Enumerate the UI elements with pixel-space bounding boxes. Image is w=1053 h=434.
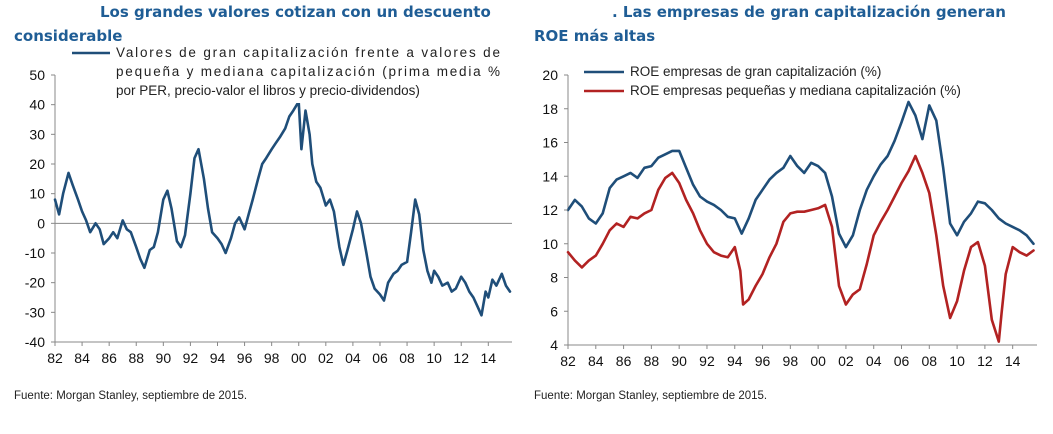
chart-title-line2: considerable <box>14 27 123 45</box>
y-tick-label: 30 <box>29 126 45 142</box>
x-tick-label: 92 <box>699 353 715 369</box>
source-note: Fuente: Morgan Stanley, septiembre de 20… <box>14 390 248 402</box>
chart-title-line2: ROE más altas <box>534 27 656 45</box>
x-tick-label: 08 <box>922 353 938 369</box>
y-tick-label: 8 <box>550 270 558 286</box>
y-tick-label: 40 <box>29 97 45 113</box>
y-tick-label: -20 <box>25 275 45 291</box>
legend-label: por PER, precio-valor el libros y precio… <box>116 83 420 98</box>
x-tick-label: 82 <box>560 353 576 369</box>
x-tick-label: 88 <box>644 353 660 369</box>
y-tick-label: 14 <box>542 168 558 184</box>
y-tick-label: 6 <box>550 303 558 319</box>
y-tick-label: -10 <box>25 245 45 261</box>
x-tick-label: 84 <box>588 353 604 369</box>
y-tick-label: 4 <box>550 337 558 353</box>
x-tick-label: 96 <box>237 350 253 366</box>
series-line-1 <box>53 100 512 317</box>
x-tick-label: 04 <box>345 350 361 366</box>
x-tick-label: 86 <box>101 350 117 366</box>
legend-label: Valores de gran capitalización frente a … <box>116 45 500 60</box>
chart-frame <box>567 75 1037 346</box>
y-tick-label: 12 <box>542 202 558 218</box>
chart-frame <box>54 75 512 343</box>
legend: Valores de gran capitalización frente a … <box>66 41 504 103</box>
x-tick-label: 98 <box>783 353 799 369</box>
x-tick-label: 88 <box>128 350 144 366</box>
y-tick-label: 50 <box>29 67 45 83</box>
x-tick-label: 06 <box>894 353 910 369</box>
x-tick-label: 08 <box>399 350 415 366</box>
x-tick-label: 96 <box>755 353 771 369</box>
x-tick-label: 04 <box>866 353 882 369</box>
y-tick-label: 16 <box>542 135 558 151</box>
y-tick-label: 20 <box>29 156 45 172</box>
x-tick-label: 90 <box>671 353 687 369</box>
x-tick-label: 12 <box>977 353 993 369</box>
series-layer <box>566 100 1035 343</box>
chart-panel-roe: . Las empresas de gran capitalización ge… <box>522 0 1053 434</box>
legend-label: pequeña y mediana capitalización (prima … <box>116 64 500 79</box>
x-tick-label: 92 <box>183 350 199 366</box>
chart-panel-premium: Los grandes valores cotizan con un descu… <box>0 0 520 434</box>
x-tick-label: 10 <box>949 353 965 369</box>
x-tick-label: 14 <box>1005 353 1021 369</box>
y-tick-label: 10 <box>542 236 558 252</box>
x-tick-label: 82 <box>47 350 63 366</box>
x-tick-label: 10 <box>426 350 442 366</box>
x-tick-label: 94 <box>727 353 743 369</box>
x-tick-label: 94 <box>210 350 226 366</box>
x-tick-label: 00 <box>810 353 826 369</box>
y-tick-label: 18 <box>542 101 558 117</box>
chart-title-line1: Los grandes valores cotizan con un descu… <box>100 3 491 21</box>
legend-label: ROE empresas pequeñas y mediana capitali… <box>630 83 961 98</box>
legend-box <box>66 41 504 103</box>
x-tick-label: 90 <box>156 350 172 366</box>
series-line-2 <box>566 154 1035 343</box>
x-tick-label: 02 <box>318 350 334 366</box>
legend: ROE empresas de gran capitalización (%) R… <box>584 64 961 98</box>
x-tick-label: 98 <box>264 350 280 366</box>
y-tick-label: -30 <box>25 304 45 320</box>
y-tick-label: 10 <box>29 186 45 202</box>
series-line-1 <box>566 100 1035 249</box>
x-tick-label: 86 <box>616 353 632 369</box>
x-tick-label: 02 <box>838 353 854 369</box>
chart-title-line1: . Las empresas de gran capitalización ge… <box>612 3 1006 21</box>
x-tick-label: 06 <box>372 350 388 366</box>
y-tick-label: 20 <box>542 67 558 83</box>
x-tick-label: 00 <box>291 350 307 366</box>
legend-label: ROE empresas de gran capitalización (%) <box>630 64 881 79</box>
x-tick-label: 84 <box>74 350 90 366</box>
source-note: Fuente: Morgan Stanley, septiembre de 20… <box>534 390 768 402</box>
y-tick-label: 0 <box>37 215 45 231</box>
series-layer <box>53 100 512 317</box>
x-tick-label: 14 <box>481 350 497 366</box>
y-tick-label: -40 <box>25 334 45 350</box>
x-tick-label: 12 <box>453 350 469 366</box>
